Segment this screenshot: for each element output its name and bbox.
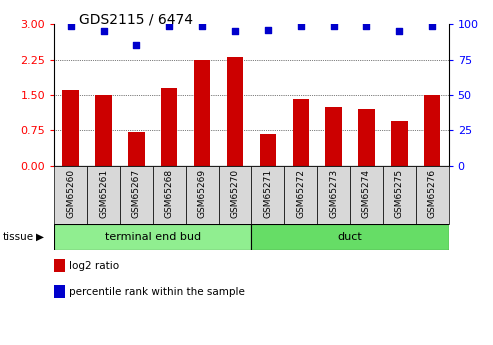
Point [264,27,272,32]
Text: GSM65269: GSM65269 [198,169,207,218]
Bar [120,166,153,224]
Text: ▶: ▶ [35,232,43,242]
Text: GSM65273: GSM65273 [329,169,338,218]
Point [165,23,173,28]
Bar [251,166,284,224]
Point [395,28,403,34]
Bar [227,57,243,166]
Bar [424,95,440,166]
Bar [218,166,251,224]
Bar [284,166,317,224]
Bar [128,132,144,166]
Text: GSM65271: GSM65271 [263,169,272,218]
Text: percentile rank within the sample: percentile rank within the sample [69,287,245,296]
Text: GSM65260: GSM65260 [66,169,75,218]
Bar [292,99,309,166]
Text: GSM65276: GSM65276 [428,169,437,218]
Bar [87,166,120,224]
Text: GSM65274: GSM65274 [362,169,371,218]
Point [133,43,141,48]
Bar [153,166,186,224]
Bar [391,121,408,166]
Text: terminal end bud: terminal end bud [105,232,201,242]
Bar [63,90,79,166]
Text: GSM65270: GSM65270 [231,169,240,218]
Text: GSM65267: GSM65267 [132,169,141,218]
Bar [358,109,375,166]
Text: log2 ratio: log2 ratio [69,261,119,270]
Text: duct: duct [338,232,362,242]
Bar [194,59,211,166]
Point [231,28,239,34]
Point [67,23,74,28]
Point [428,23,436,28]
Bar [416,166,449,224]
Bar [186,166,218,224]
Text: GSM65272: GSM65272 [296,169,305,218]
Point [362,23,370,28]
Point [297,23,305,28]
Point [100,28,107,34]
Text: GSM65275: GSM65275 [395,169,404,218]
Text: GSM65268: GSM65268 [165,169,174,218]
Bar [260,134,276,166]
Bar [383,166,416,224]
Bar [54,224,251,250]
Bar [251,224,449,250]
Point [198,23,206,28]
Text: tissue: tissue [2,232,34,242]
Bar [317,166,350,224]
Bar [54,166,87,224]
Text: GDS2115 / 6474: GDS2115 / 6474 [79,12,193,26]
Text: GSM65261: GSM65261 [99,169,108,218]
Bar [95,95,112,166]
Bar [325,107,342,166]
Point [330,23,338,28]
Bar [161,88,177,166]
Bar [350,166,383,224]
